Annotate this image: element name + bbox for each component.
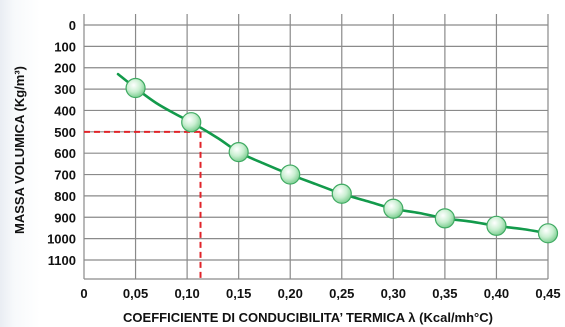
- data-point: [181, 112, 202, 133]
- y-axis-title: MASSA VOLUMICA (Kg/m³): [12, 66, 27, 234]
- data-point: [537, 223, 559, 244]
- x-tick-label: 0,20: [278, 286, 303, 301]
- y-tick-label: 100: [54, 39, 76, 54]
- y-tick-labels: 0 100 200 300 400 500 600 700 800 900 1000 1100: [47, 18, 76, 268]
- y-tick-label: 1100: [48, 253, 76, 268]
- data-points: [125, 77, 559, 244]
- x-tick-labels: 0 0,05 0,10 0,15 0,20 0,25 0,30 0,35 0,40 0,45: [80, 286, 560, 301]
- data-point: [383, 198, 404, 219]
- series: [116, 72, 550, 235]
- data-point: [228, 142, 249, 163]
- y-tick-label: 600: [54, 146, 76, 161]
- x-axis-title: COEFFICIENTE DI CONDUCIBILITA’ TERMICA λ…: [123, 310, 493, 325]
- y-tick-label: 1000: [47, 232, 76, 247]
- data-point: [125, 77, 146, 99]
- annotation-lines: [84, 130, 202, 279]
- x-tick-label: 0,10: [174, 286, 199, 301]
- y-tick-label: 500: [54, 125, 76, 140]
- x-tick-label: 0: [80, 286, 87, 301]
- x-tick-label: 0,25: [329, 286, 354, 301]
- x-tick-label: 0,40: [484, 286, 509, 301]
- y-tick-label: 300: [54, 82, 76, 97]
- y-tick-label: 0: [69, 18, 76, 33]
- y-tick-label: 400: [54, 103, 76, 118]
- data-point: [434, 208, 455, 229]
- data-point: [280, 164, 301, 185]
- y-tick-label: 900: [54, 210, 76, 225]
- x-tick-label: 0,30: [381, 286, 406, 301]
- x-tick-label: 0,45: [535, 286, 560, 301]
- data-point: [486, 215, 507, 236]
- y-tick-label: 200: [54, 61, 76, 76]
- data-point: [331, 183, 352, 204]
- series-line: [116, 72, 550, 235]
- plot-background: [84, 14, 548, 279]
- x-tick-label: 0,15: [226, 286, 251, 301]
- x-tick-label: 0,05: [123, 286, 148, 301]
- x-tick-label: 0,35: [432, 286, 457, 301]
- y-tick-label: 800: [54, 189, 76, 204]
- y-tick-label: 700: [54, 168, 76, 183]
